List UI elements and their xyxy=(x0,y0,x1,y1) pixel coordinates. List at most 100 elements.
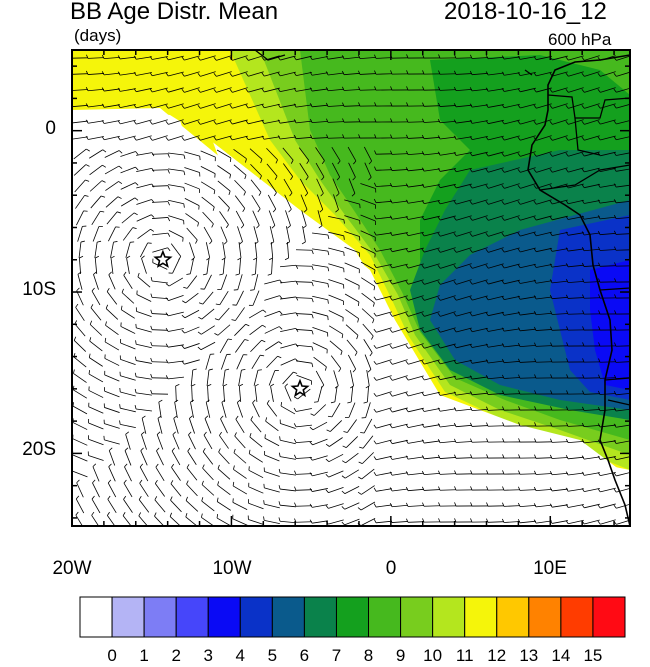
wind-barb xyxy=(121,212,138,224)
wind-barb xyxy=(470,454,489,459)
wind-barb xyxy=(181,87,200,93)
wind-barb xyxy=(373,327,392,333)
wind-barb xyxy=(181,135,200,141)
wind-barb xyxy=(316,194,324,213)
wind-barb xyxy=(295,344,314,351)
wind-barb xyxy=(150,325,169,331)
wind-barb xyxy=(373,471,392,476)
wind-barb xyxy=(501,231,520,237)
wind-barb xyxy=(518,374,537,379)
wind-barb xyxy=(168,168,186,176)
wind-barb xyxy=(533,55,552,61)
wind-barb xyxy=(139,242,152,258)
wind-barb xyxy=(295,297,314,303)
colorbar-label: 11 xyxy=(455,646,474,665)
wind-barb xyxy=(325,102,345,107)
wind-barb xyxy=(312,295,329,304)
wind-barb xyxy=(301,210,307,229)
wind-barb xyxy=(502,502,521,507)
wind-barb xyxy=(597,471,616,477)
wind-barb xyxy=(501,279,520,285)
wind-barb xyxy=(405,279,424,285)
wind-barb xyxy=(342,134,361,139)
wind-barb xyxy=(517,247,536,253)
wind-barb xyxy=(549,183,568,189)
wind-barb xyxy=(149,135,168,141)
wind-barb xyxy=(469,343,488,348)
wind-barb xyxy=(469,167,488,173)
wind-barb xyxy=(277,135,296,140)
wind-barb xyxy=(437,247,456,253)
wind-barb xyxy=(345,324,359,340)
wind-barb xyxy=(390,134,409,139)
wind-barb xyxy=(597,215,616,220)
wind-barb xyxy=(344,215,361,225)
wind-barb xyxy=(485,215,504,221)
wind-barb xyxy=(437,167,456,172)
wind-barb xyxy=(104,337,120,351)
wind-barb xyxy=(310,134,329,139)
wind-barb xyxy=(264,450,280,462)
wind-barb xyxy=(485,247,504,253)
wind-barb xyxy=(140,447,148,466)
wind-barb xyxy=(89,337,103,352)
wind-barb xyxy=(104,354,120,366)
wind-barb xyxy=(190,399,195,418)
wind-barb xyxy=(222,368,230,386)
wind-barb xyxy=(250,179,262,196)
wind-barb xyxy=(374,102,393,107)
wind-barb xyxy=(215,291,229,306)
wind-barb xyxy=(185,213,199,227)
wind-barb xyxy=(501,183,520,189)
wind-barb xyxy=(325,470,344,478)
wind-barb xyxy=(533,183,552,189)
wind-barb xyxy=(191,384,196,403)
wind-barb xyxy=(358,118,377,123)
wind-barb xyxy=(101,54,121,60)
wind-barb xyxy=(533,486,553,492)
wind-barb xyxy=(533,295,552,300)
wind-barb xyxy=(133,87,152,93)
wind-barb xyxy=(197,341,216,351)
wind-barb xyxy=(501,358,521,364)
wind-barb xyxy=(405,247,424,253)
wind-barb xyxy=(77,225,87,242)
colorbar-label: 13 xyxy=(519,646,539,665)
wind-barb xyxy=(470,502,489,507)
wind-barb xyxy=(283,178,293,197)
wind-barb xyxy=(485,183,504,189)
wind-barb xyxy=(182,292,199,304)
wind-barb xyxy=(124,447,132,466)
wind-barb xyxy=(105,196,122,208)
wind-barb xyxy=(278,517,297,524)
wind-barb xyxy=(141,431,147,450)
wind-barb xyxy=(293,438,313,444)
colorbar-label: 1 xyxy=(139,646,149,665)
wind-barb xyxy=(421,423,440,428)
wind-barb xyxy=(168,258,180,274)
wind-barb xyxy=(300,194,308,213)
wind-barb xyxy=(135,323,152,333)
wind-barb xyxy=(150,293,169,299)
wind-barb xyxy=(149,87,168,93)
wind-barb xyxy=(150,276,168,284)
wind-barb xyxy=(517,55,536,60)
colorbar-swatch xyxy=(335,596,370,638)
wind-barb xyxy=(165,311,184,317)
wind-barb xyxy=(453,311,472,317)
wind-barb xyxy=(264,295,283,301)
wind-barb xyxy=(103,419,120,429)
colorbar-swatch xyxy=(79,596,113,638)
wind-barb xyxy=(165,71,184,77)
wind-barb xyxy=(89,320,103,336)
wind-barb xyxy=(134,372,152,380)
wind-barb xyxy=(341,452,359,464)
wind-barb xyxy=(157,415,163,434)
wind-barb xyxy=(251,257,257,276)
wind-barb xyxy=(437,102,457,107)
wind-barb xyxy=(299,163,309,181)
colorbar-label: 3 xyxy=(203,646,213,665)
wind-barb xyxy=(517,231,536,237)
wind-barb xyxy=(550,326,569,331)
wind-barb xyxy=(315,162,325,181)
